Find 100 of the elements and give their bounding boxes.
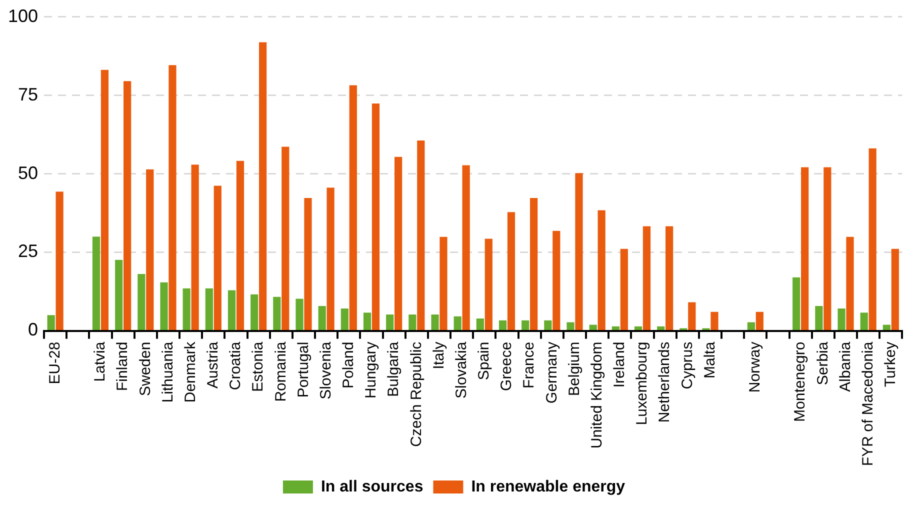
- x-tick-label: Lithuania: [159, 341, 176, 403]
- bar: [598, 210, 606, 330]
- bar: [92, 236, 100, 330]
- bar: [318, 306, 326, 330]
- bar: [236, 160, 244, 330]
- bar: [756, 312, 764, 330]
- x-tick-label: Poland: [340, 342, 358, 388]
- x-tick-label: Norway: [746, 341, 764, 393]
- x-tick-label: France: [520, 342, 538, 388]
- x-tick-label: FYR of Macedonia: [859, 341, 876, 466]
- bar: [273, 296, 281, 330]
- bar: [507, 212, 516, 330]
- bar: [115, 260, 123, 330]
- bar: [394, 156, 402, 330]
- x-tick-label: EU-28: [46, 342, 64, 384]
- bar: [431, 314, 439, 330]
- bar: [589, 324, 597, 330]
- x-tick-label: Portugal: [294, 342, 312, 398]
- x-tick-label: Serbia: [814, 341, 832, 386]
- x-tick-label: Austria: [204, 341, 222, 388]
- bar: [182, 288, 190, 330]
- bar: [340, 308, 348, 330]
- y-tick-label: 75: [18, 84, 38, 104]
- bar: [228, 290, 236, 330]
- bar: [372, 103, 380, 330]
- bar: [824, 167, 832, 330]
- bar: [544, 320, 552, 330]
- bar: [552, 230, 560, 330]
- legend-label: In all sources: [320, 478, 424, 496]
- bar: [259, 42, 267, 330]
- x-tick-label: Finland: [114, 342, 132, 391]
- bar: [566, 322, 574, 330]
- x-tick-label: Montenegro: [792, 342, 809, 422]
- x-tick-label: Sweden: [136, 342, 154, 396]
- bar: [612, 326, 620, 330]
- bar: [868, 148, 876, 330]
- bar: [891, 248, 899, 330]
- bar: [386, 314, 394, 330]
- bar: [304, 198, 312, 330]
- x-tick-label: Albania: [836, 341, 854, 392]
- x-tick-label: Belgium: [566, 342, 583, 396]
- bar: [417, 140, 425, 330]
- bar: [620, 248, 628, 330]
- bar: [349, 85, 357, 330]
- bar: [363, 312, 372, 330]
- bar: [838, 308, 846, 330]
- x-tick-label: Czech Republic: [408, 341, 425, 447]
- bar: [408, 314, 416, 330]
- y-tick-label: 50: [18, 162, 38, 183]
- bar: [522, 320, 530, 330]
- x-tick-label: Latvia: [92, 341, 109, 382]
- bar: [657, 326, 665, 330]
- bar: [462, 165, 470, 330]
- bar: [710, 312, 718, 330]
- x-tick-label: Bulgaria: [385, 341, 402, 397]
- legend-label: In renewable energy: [471, 478, 626, 496]
- x-tick-label: Malta: [701, 341, 718, 378]
- bar: [747, 322, 755, 330]
- y-tick-label: 100: [8, 6, 38, 26]
- bar: [454, 316, 462, 330]
- x-tick-label: Cyprus: [678, 342, 696, 390]
- bar: [575, 173, 583, 330]
- y-tick-label: 25: [18, 241, 38, 262]
- bar: [688, 302, 696, 330]
- bar: [846, 236, 854, 330]
- bar: [498, 320, 507, 330]
- bar: [47, 315, 55, 330]
- bar: [860, 312, 868, 330]
- bar: [815, 306, 823, 330]
- bar: [476, 318, 484, 330]
- x-tick-label: Slovenia: [317, 341, 334, 400]
- bar: [124, 81, 132, 330]
- bar: [642, 226, 651, 330]
- bar: [666, 226, 674, 330]
- bar: [792, 277, 800, 330]
- x-tick-label: Romania: [272, 341, 290, 402]
- x-tick-label: Greece: [498, 342, 516, 391]
- y-tick-label: 0: [28, 320, 38, 340]
- bar: [214, 186, 222, 330]
- x-tick-label: Estonia: [250, 341, 267, 392]
- bar: [191, 164, 199, 330]
- x-tick-label: Denmark: [182, 341, 199, 403]
- bar: [205, 288, 213, 330]
- bar: [801, 167, 809, 330]
- x-tick-label: Croatia: [227, 341, 244, 390]
- bar: [138, 274, 146, 330]
- x-tick-label: Slovakia: [452, 341, 470, 398]
- x-tick-label: Hungary: [362, 341, 380, 398]
- bar: [100, 70, 109, 330]
- bar: [168, 65, 176, 330]
- x-tick-label: Spain: [476, 342, 493, 380]
- x-tick-label: Italy: [430, 341, 448, 370]
- x-tick-label: Netherlands: [656, 342, 674, 423]
- bar: [296, 298, 304, 330]
- x-tick-label: Germany: [543, 341, 560, 404]
- bar: [440, 236, 448, 330]
- x-tick-label: Luxembourg: [634, 342, 651, 426]
- x-tick-label: Ireland: [611, 342, 628, 388]
- x-tick-label: United Kingdom: [588, 342, 606, 449]
- bar: [282, 146, 290, 330]
